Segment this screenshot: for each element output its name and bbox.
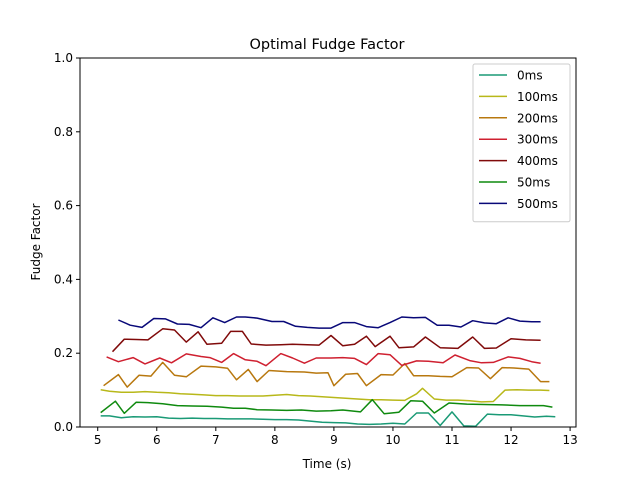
series-line-300ms [106, 352, 541, 367]
legend-entry-label: 300ms [517, 133, 558, 147]
x-tick-label: 8 [271, 433, 279, 447]
legend-entry-label: 50ms [517, 176, 550, 190]
y-tick-label: 0.4 [54, 272, 73, 286]
legend-entry-label: 200ms [517, 111, 558, 125]
x-tick-label: 10 [385, 433, 400, 447]
series-line-200ms [103, 361, 550, 388]
plot-layer [100, 316, 556, 428]
ticks-layer: 5 6 7 8 9 10 11 12 13 0.0 0.2 0.4 0.6 0.8 1.0 [54, 51, 578, 447]
legend: 0ms 100ms 200ms 300ms 400ms 50ms 500ms [472, 63, 571, 223]
legend-entry-label: 100ms [517, 90, 558, 104]
series-line-50ms [100, 398, 553, 415]
series-line-500ms [118, 316, 541, 329]
y-tick-label: 0.0 [54, 420, 73, 434]
series-line-400ms [111, 328, 541, 353]
x-tick-label: 5 [94, 433, 102, 447]
legend-entry-label: 400ms [517, 154, 558, 168]
series-line-100ms [100, 387, 550, 403]
legend-entry-label: 0ms [517, 69, 543, 83]
series-line-0ms [100, 411, 556, 428]
chart-title: Optimal Fudge Factor [249, 37, 404, 53]
x-tick-label: 6 [153, 433, 161, 447]
x-tick-label: 12 [503, 433, 518, 447]
y-tick-label: 0.2 [54, 346, 73, 360]
x-tick-label: 13 [562, 433, 577, 447]
axes-frame [79, 57, 577, 428]
legend-entry-label: 500ms [517, 197, 558, 211]
x-tick-label: 7 [212, 433, 220, 447]
y-tick-label: 1.0 [54, 51, 73, 65]
y-tick-label: 0.6 [54, 199, 73, 213]
y-axis-label: Fudge Factor [29, 203, 43, 280]
y-tick-label: 0.8 [54, 125, 73, 139]
x-axis-label: Time (s) [302, 457, 352, 471]
x-tick-label: 11 [444, 433, 459, 447]
x-tick-label: 9 [330, 433, 338, 447]
